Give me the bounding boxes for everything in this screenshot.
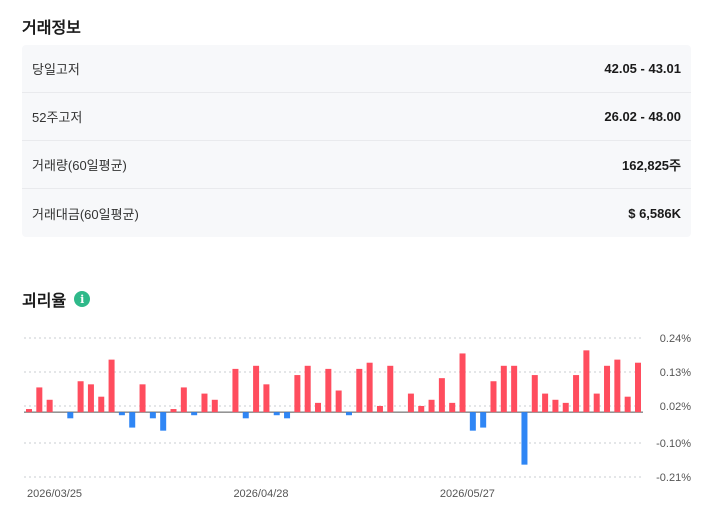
bar[interactable] — [469, 412, 476, 431]
disparity-title-wrap: 괴리율 i — [22, 287, 91, 311]
bar[interactable] — [356, 368, 363, 413]
bar[interactable] — [521, 412, 528, 465]
bar[interactable] — [449, 402, 456, 413]
bar[interactable] — [635, 362, 641, 413]
row-label: 거래량(60일평균) — [32, 158, 127, 173]
table-row: 당일고저 42.05 - 43.01 — [22, 45, 691, 93]
bar[interactable] — [500, 365, 507, 413]
bar[interactable] — [118, 412, 125, 416]
row-label: 거래대금(60일평균) — [32, 206, 139, 222]
row-value: 162,825주 — [622, 158, 681, 173]
bar[interactable] — [160, 412, 167, 431]
bar[interactable] — [325, 368, 332, 413]
bar[interactable] — [263, 384, 270, 413]
bar[interactable] — [573, 375, 580, 413]
bar[interactable] — [253, 365, 260, 413]
bar[interactable] — [583, 350, 590, 413]
bar[interactable] — [315, 402, 322, 413]
bar[interactable] — [149, 412, 156, 419]
info-icon[interactable]: i — [74, 291, 91, 307]
bar[interactable] — [407, 393, 414, 413]
table-row: 52주고저 26.02 - 48.00 — [22, 93, 691, 141]
trading-info-title: 거래정보 — [22, 20, 81, 37]
trading-info-table: 당일고저 42.05 - 43.01 52주고저 26.02 - 48.00 거… — [22, 45, 691, 237]
row-value: 42.05 - 43.01 — [604, 61, 681, 76]
bar[interactable] — [511, 365, 518, 413]
bar[interactable] — [191, 412, 198, 416]
bar[interactable] — [387, 365, 394, 413]
y-tick-label: 0.02% — [660, 401, 691, 413]
bar[interactable] — [614, 359, 621, 413]
bar[interactable] — [46, 399, 53, 413]
bar[interactable] — [77, 381, 84, 413]
x-tick-label: 2026/03/25 — [27, 488, 82, 500]
bar[interactable] — [284, 412, 291, 419]
bar[interactable] — [542, 393, 549, 413]
bar[interactable] — [180, 387, 187, 413]
bar[interactable] — [67, 412, 74, 419]
bar[interactable] — [26, 409, 32, 413]
bar[interactable] — [211, 399, 218, 413]
row-label: 당일고저 — [32, 62, 80, 77]
y-tick-label: 0.13% — [660, 367, 691, 379]
y-tick-label: -0.21% — [656, 472, 691, 484]
row-label: 52주고저 — [32, 110, 83, 125]
bar[interactable] — [490, 381, 497, 413]
bar[interactable] — [624, 396, 631, 413]
bar[interactable] — [87, 384, 94, 413]
bar[interactable] — [242, 412, 249, 419]
bar[interactable] — [273, 412, 280, 416]
bar[interactable] — [294, 375, 301, 413]
table-row: 거래대금(60일평균) $ 6,586K — [22, 189, 691, 237]
bar[interactable] — [366, 362, 373, 413]
bar[interactable] — [98, 396, 105, 413]
bar[interactable] — [552, 399, 559, 413]
bar[interactable] — [201, 393, 208, 413]
bar[interactable] — [438, 378, 445, 413]
bar[interactable] — [139, 384, 146, 413]
row-value: 26.02 - 48.00 — [604, 109, 681, 124]
bar[interactable] — [428, 399, 435, 413]
row-value: $ 6,586K — [628, 205, 681, 221]
bar[interactable] — [232, 368, 239, 413]
bar[interactable] — [593, 393, 600, 413]
bar[interactable] — [304, 365, 311, 413]
bar[interactable] — [459, 353, 466, 413]
bar[interactable] — [418, 405, 425, 413]
y-tick-label: -0.10% — [656, 438, 691, 450]
bar[interactable] — [345, 412, 352, 416]
y-tick-label: 0.24% — [660, 333, 691, 345]
bar[interactable] — [531, 375, 538, 413]
disparity-chart: 0.24% 0.13% 0.02% -0.10% -0.21% 2026/03/25 202… — [24, 333, 691, 500]
bar[interactable] — [335, 390, 342, 413]
x-tick-label: 2026/04/28 — [233, 488, 288, 500]
bar[interactable] — [170, 409, 177, 413]
x-tick-label: 2026/05/27 — [440, 488, 495, 500]
table-row: 거래량(60일평균) 162,825주 — [22, 141, 691, 189]
bar[interactable] — [480, 412, 487, 428]
disparity-title: 괴리율 — [22, 293, 67, 310]
bar[interactable] — [36, 387, 43, 413]
bar[interactable] — [129, 412, 136, 428]
bar[interactable] — [108, 359, 115, 413]
bar[interactable] — [562, 402, 569, 413]
bar[interactable] — [604, 365, 611, 413]
bar[interactable] — [376, 405, 383, 413]
